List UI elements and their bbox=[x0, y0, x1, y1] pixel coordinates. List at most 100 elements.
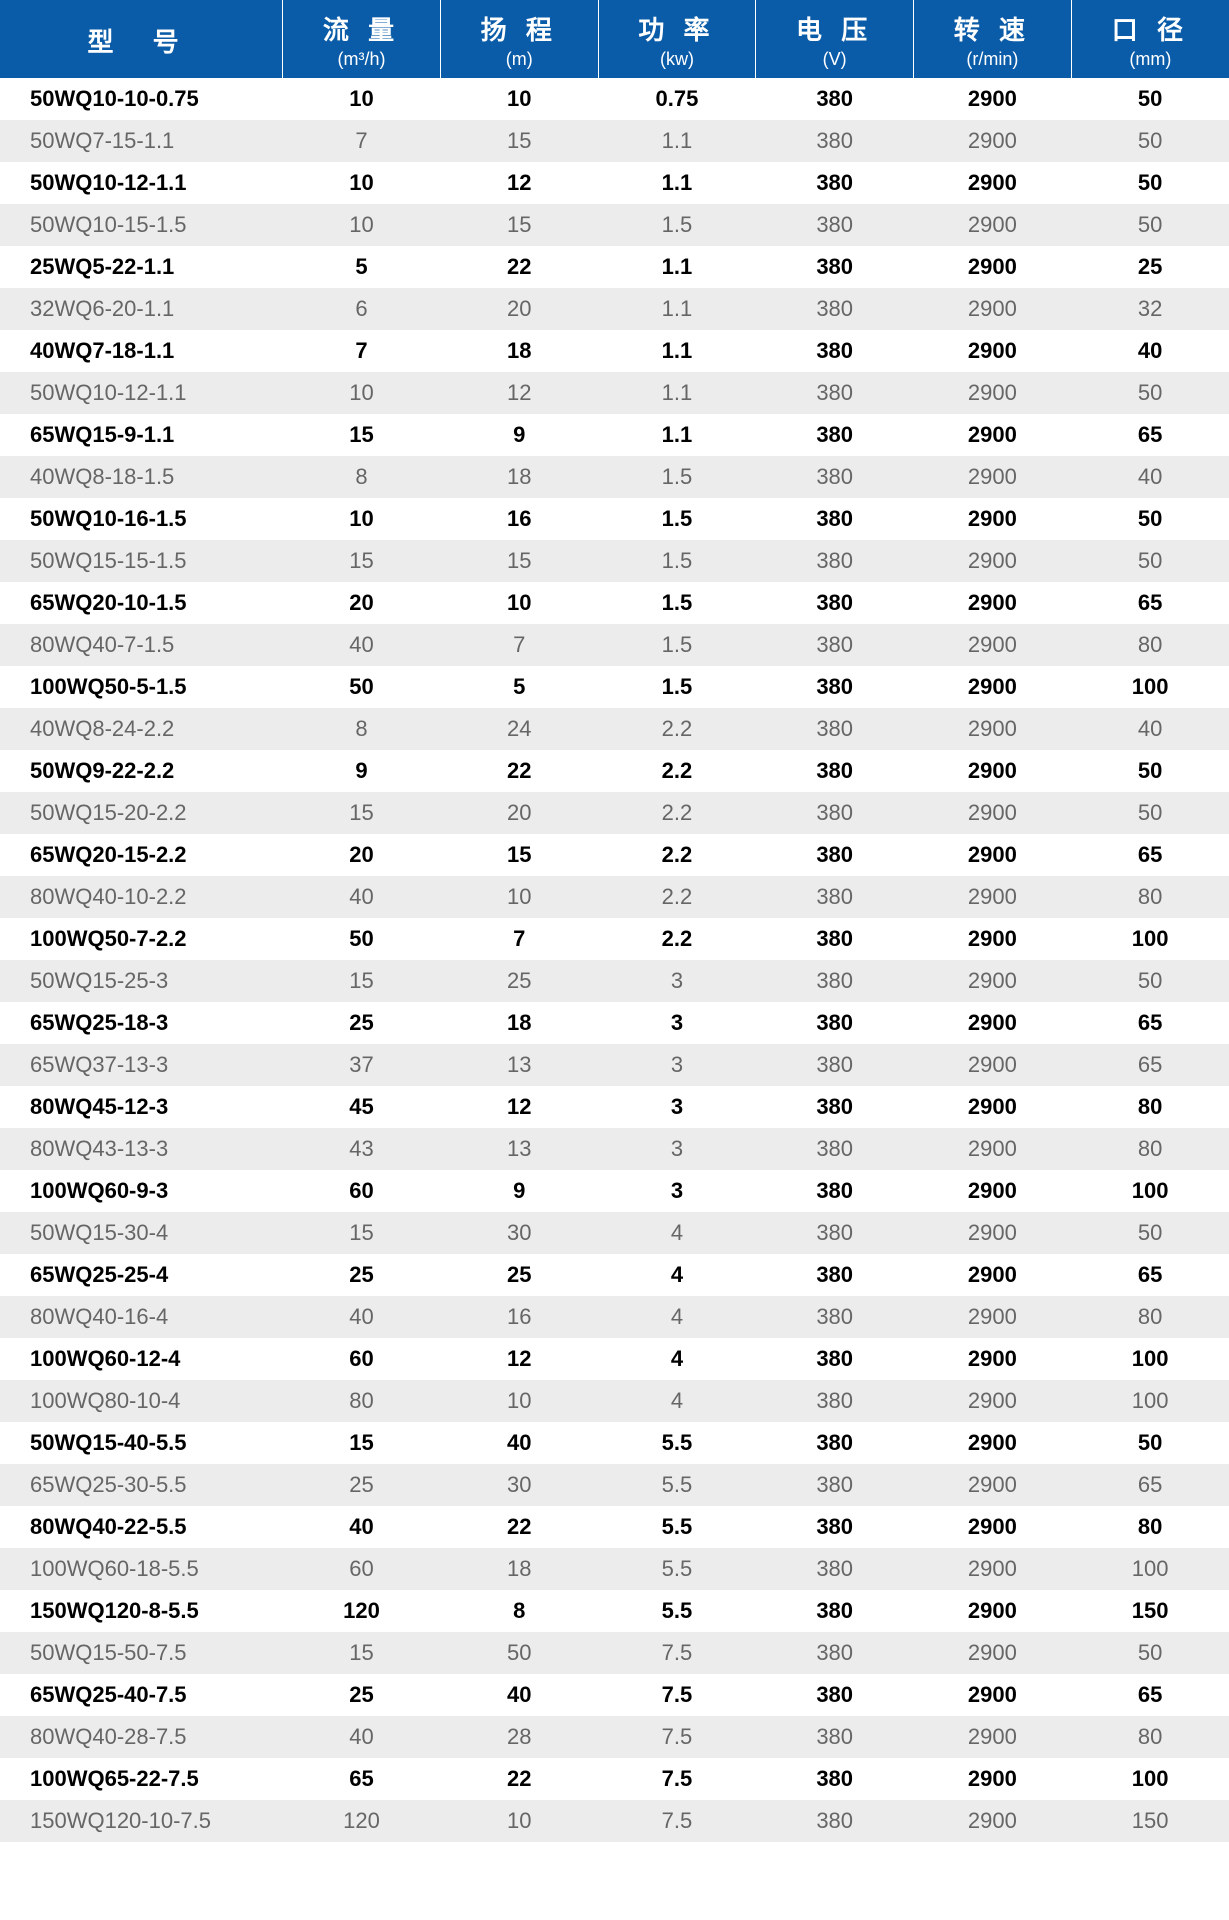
value-cell: 3 bbox=[598, 960, 756, 1002]
value-cell: 2900 bbox=[914, 1674, 1072, 1716]
column-unit: (m) bbox=[445, 49, 594, 70]
value-cell: 2900 bbox=[914, 1716, 1072, 1758]
table-row: 50WQ7-15-1.17151.1380290050 bbox=[0, 120, 1229, 162]
table-row: 150WQ120-8-5.512085.53802900150 bbox=[0, 1590, 1229, 1632]
model-cell: 80WQ40-16-4 bbox=[0, 1296, 283, 1338]
value-cell: 7.5 bbox=[598, 1716, 756, 1758]
value-cell: 10 bbox=[440, 582, 598, 624]
value-cell: 380 bbox=[756, 204, 914, 246]
column-unit: (m³/h) bbox=[287, 49, 436, 70]
table-row: 50WQ10-16-1.510161.5380290050 bbox=[0, 498, 1229, 540]
model-cell: 80WQ40-7-1.5 bbox=[0, 624, 283, 666]
value-cell: 2900 bbox=[914, 372, 1072, 414]
table-row: 50WQ15-30-415304380290050 bbox=[0, 1212, 1229, 1254]
value-cell: 4 bbox=[598, 1338, 756, 1380]
value-cell: 380 bbox=[756, 120, 914, 162]
table-row: 50WQ15-20-2.215202.2380290050 bbox=[0, 792, 1229, 834]
value-cell: 9 bbox=[440, 414, 598, 456]
table-row: 40WQ8-24-2.28242.2380290040 bbox=[0, 708, 1229, 750]
value-cell: 2900 bbox=[914, 1254, 1072, 1296]
value-cell: 7 bbox=[283, 120, 441, 162]
value-cell: 2900 bbox=[914, 666, 1072, 708]
value-cell: 40 bbox=[283, 624, 441, 666]
model-cell: 50WQ9-22-2.2 bbox=[0, 750, 283, 792]
value-cell: 2900 bbox=[914, 1548, 1072, 1590]
value-cell: 380 bbox=[756, 834, 914, 876]
value-cell: 80 bbox=[1071, 624, 1229, 666]
table-row: 50WQ10-10-0.7510100.75380290050 bbox=[0, 78, 1229, 120]
value-cell: 65 bbox=[1071, 414, 1229, 456]
value-cell: 380 bbox=[756, 498, 914, 540]
value-cell: 18 bbox=[440, 1002, 598, 1044]
column-header-5: 转 速(r/min) bbox=[914, 0, 1072, 78]
value-cell: 100 bbox=[1071, 1338, 1229, 1380]
value-cell: 7.5 bbox=[598, 1632, 756, 1674]
model-cell: 50WQ10-16-1.5 bbox=[0, 498, 283, 540]
value-cell: 5.5 bbox=[598, 1464, 756, 1506]
column-unit: (mm) bbox=[1076, 49, 1225, 70]
column-label: 型 号 bbox=[87, 27, 194, 57]
value-cell: 380 bbox=[756, 750, 914, 792]
value-cell: 80 bbox=[1071, 1716, 1229, 1758]
value-cell: 50 bbox=[1071, 120, 1229, 162]
value-cell: 15 bbox=[440, 540, 598, 582]
value-cell: 40 bbox=[1071, 708, 1229, 750]
value-cell: 5.5 bbox=[598, 1506, 756, 1548]
value-cell: 1.5 bbox=[598, 540, 756, 582]
model-cell: 100WQ80-10-4 bbox=[0, 1380, 283, 1422]
value-cell: 380 bbox=[756, 1674, 914, 1716]
value-cell: 380 bbox=[756, 624, 914, 666]
value-cell: 16 bbox=[440, 1296, 598, 1338]
value-cell: 3 bbox=[598, 1170, 756, 1212]
value-cell: 12 bbox=[440, 162, 598, 204]
value-cell: 18 bbox=[440, 330, 598, 372]
model-cell: 40WQ8-24-2.2 bbox=[0, 708, 283, 750]
value-cell: 0.75 bbox=[598, 78, 756, 120]
value-cell: 2900 bbox=[914, 792, 1072, 834]
value-cell: 2900 bbox=[914, 1758, 1072, 1800]
model-cell: 50WQ15-30-4 bbox=[0, 1212, 283, 1254]
value-cell: 2900 bbox=[914, 162, 1072, 204]
value-cell: 60 bbox=[283, 1170, 441, 1212]
value-cell: 380 bbox=[756, 1086, 914, 1128]
value-cell: 50 bbox=[283, 918, 441, 960]
value-cell: 10 bbox=[440, 1380, 598, 1422]
value-cell: 2900 bbox=[914, 498, 1072, 540]
value-cell: 40 bbox=[283, 876, 441, 918]
table-row: 65WQ25-18-325183380290065 bbox=[0, 1002, 1229, 1044]
value-cell: 2900 bbox=[914, 624, 1072, 666]
value-cell: 1.5 bbox=[598, 666, 756, 708]
value-cell: 25 bbox=[440, 1254, 598, 1296]
value-cell: 7.5 bbox=[598, 1758, 756, 1800]
table-row: 65WQ25-40-7.525407.5380290065 bbox=[0, 1674, 1229, 1716]
model-cell: 65WQ15-9-1.1 bbox=[0, 414, 283, 456]
table-row: 50WQ10-12-1.110121.1380290050 bbox=[0, 162, 1229, 204]
value-cell: 20 bbox=[283, 582, 441, 624]
value-cell: 7 bbox=[440, 624, 598, 666]
value-cell: 65 bbox=[1071, 1674, 1229, 1716]
value-cell: 2900 bbox=[914, 708, 1072, 750]
value-cell: 30 bbox=[440, 1212, 598, 1254]
value-cell: 50 bbox=[1071, 1212, 1229, 1254]
value-cell: 380 bbox=[756, 1002, 914, 1044]
value-cell: 15 bbox=[283, 540, 441, 582]
value-cell: 8 bbox=[283, 708, 441, 750]
value-cell: 380 bbox=[756, 960, 914, 1002]
table-row: 50WQ9-22-2.29222.2380290050 bbox=[0, 750, 1229, 792]
table-row: 100WQ60-9-360933802900100 bbox=[0, 1170, 1229, 1212]
model-cell: 65WQ20-15-2.2 bbox=[0, 834, 283, 876]
value-cell: 24 bbox=[440, 708, 598, 750]
value-cell: 380 bbox=[756, 582, 914, 624]
value-cell: 100 bbox=[1071, 918, 1229, 960]
value-cell: 380 bbox=[756, 1380, 914, 1422]
value-cell: 1.1 bbox=[598, 330, 756, 372]
value-cell: 2900 bbox=[914, 1170, 1072, 1212]
value-cell: 65 bbox=[283, 1758, 441, 1800]
value-cell: 22 bbox=[440, 1758, 598, 1800]
table-row: 65WQ25-25-425254380290065 bbox=[0, 1254, 1229, 1296]
column-label: 扬 程 bbox=[481, 15, 558, 45]
value-cell: 7 bbox=[440, 918, 598, 960]
value-cell: 50 bbox=[1071, 540, 1229, 582]
value-cell: 380 bbox=[756, 1338, 914, 1380]
value-cell: 43 bbox=[283, 1128, 441, 1170]
